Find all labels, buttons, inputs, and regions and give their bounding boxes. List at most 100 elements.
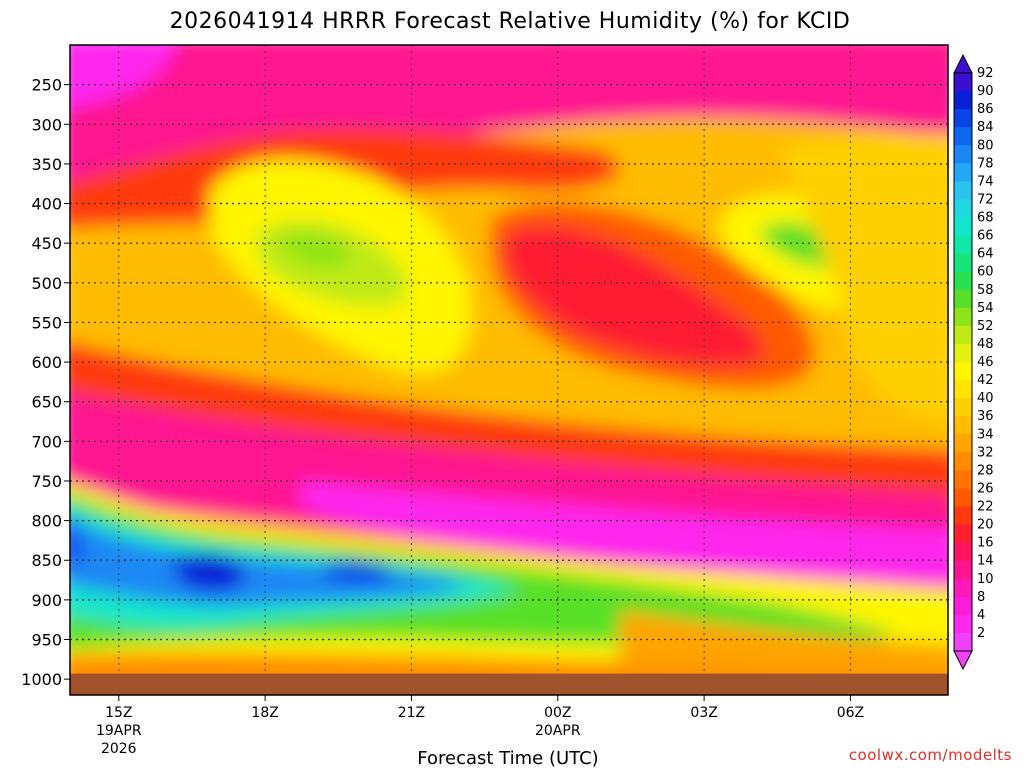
colorbar-swatch — [954, 127, 972, 146]
colorbar-label: 54 — [977, 301, 994, 316]
colorbar-swatch — [954, 91, 972, 110]
field-yellow-band-right — [780, 133, 948, 420]
colorbar-swatch — [954, 163, 972, 182]
colorbar-bottom-arrow — [953, 650, 973, 671]
x-tick-year: 2026 — [101, 741, 137, 757]
colorbar-swatch — [954, 596, 972, 616]
colorbar-swatch — [954, 524, 972, 544]
colorbar-label: 46 — [977, 355, 994, 370]
x-tick-label: 15Z — [105, 705, 132, 721]
colorbar-swatch — [954, 632, 972, 652]
colorbar-swatch — [954, 614, 972, 634]
colorbar-swatch — [954, 109, 972, 128]
colorbar-swatch — [954, 542, 972, 562]
x-tick-label: 18Z — [251, 705, 278, 721]
colorbar-label: 68 — [977, 211, 994, 226]
colorbar-swatch — [954, 488, 972, 507]
y-tick-label: 850 — [31, 551, 62, 570]
y-tick-label: 550 — [31, 313, 62, 332]
y-tick-label: 450 — [31, 234, 62, 253]
colorbar-label: 48 — [977, 337, 994, 352]
colorbar-swatch — [954, 271, 972, 291]
plot-frame — [69, 44, 949, 696]
colorbar-swatch — [954, 235, 972, 255]
colorbar-label: 32 — [977, 445, 994, 460]
colorbar-swatch — [954, 398, 972, 417]
x-tick-label: 00Z — [544, 705, 571, 721]
field-low-darkblue — [173, 553, 246, 592]
colorbar-label: 84 — [977, 120, 994, 135]
colorbar-label: 92 — [977, 66, 994, 81]
colorbar-label: 90 — [977, 84, 994, 99]
colorbar-label: 8 — [977, 590, 985, 605]
colorbar-swatch — [954, 325, 972, 345]
y-tick-label: 800 — [31, 512, 62, 531]
colorbar-swatch — [954, 380, 972, 399]
colorbar-swatch — [954, 362, 972, 381]
colorbar-swatch — [954, 506, 972, 526]
colorbar-label: 22 — [977, 500, 994, 515]
colorbar-swatch — [954, 343, 972, 363]
field-low-blue — [70, 515, 470, 606]
humidity-field — [70, 45, 948, 695]
field-top-magenta — [70, 45, 177, 109]
y-tick-label: 300 — [31, 115, 62, 134]
y-tick-label: 350 — [31, 155, 62, 174]
x-axis-label: Forecast Time (UTC) — [417, 748, 598, 768]
surface-fill — [70, 673, 948, 695]
field-lower-pink — [300, 480, 948, 585]
colorbar-top-arrow — [953, 53, 973, 74]
colorbar-label: 2 — [977, 626, 985, 641]
credit-text: coolwx.com/modelts — [849, 746, 1012, 764]
colorbar: 92 90 86 84 80 78 74 72 68 66 64 60 58 54 52 48 46 42 40 36… — [953, 53, 994, 671]
colorbar-label: 58 — [977, 283, 994, 298]
colorbar-label: 78 — [977, 156, 994, 171]
colorbar-label: 86 — [977, 102, 994, 117]
colorbar-swatch — [954, 145, 972, 164]
colorbar-label: 20 — [977, 518, 994, 533]
chart-title: 2026041914 HRRR Forecast Relative Humidi… — [170, 9, 851, 34]
x-tick-date: 20APR — [535, 723, 581, 739]
x-tick-label: 21Z — [398, 705, 425, 721]
colorbar-swatch — [954, 578, 972, 598]
y-tick-label: 900 — [31, 591, 62, 610]
colorbar-swatch — [954, 307, 972, 327]
colorbar-frame — [953, 72, 973, 652]
colorbar-label: 74 — [977, 174, 994, 189]
y-tick-label: 700 — [31, 432, 62, 451]
y-tick-label: 400 — [31, 195, 62, 214]
colorbar-label: 64 — [977, 247, 994, 262]
colorbar-swatch — [954, 217, 972, 237]
colorbar-label: 36 — [977, 409, 994, 424]
colorbar-swatch — [954, 199, 972, 218]
x-axis: 15Z 19APR 2026 18Z 21Z 00Z 20APR 03Z 06Z — [96, 695, 864, 757]
colorbar-label: 80 — [977, 138, 994, 153]
colorbar-swatch — [954, 452, 972, 471]
colorbar-label: 72 — [977, 192, 994, 207]
y-tick-label: 650 — [31, 393, 62, 412]
field-low-darkblue-3 — [70, 525, 82, 566]
colorbar-label: 40 — [977, 391, 994, 406]
colorbar-label: 14 — [977, 554, 994, 569]
colorbar-label: 34 — [977, 427, 994, 442]
x-tick-label: 06Z — [837, 705, 864, 721]
y-tick-label: 250 — [31, 76, 62, 95]
colorbar-label: 60 — [977, 265, 994, 280]
colorbar-label: 66 — [977, 229, 994, 244]
field-green-left-core — [275, 232, 352, 267]
y-tick-label: 500 — [31, 274, 62, 293]
colorbar-label: 42 — [977, 373, 994, 388]
colorbar-swatch — [954, 560, 972, 580]
field-right-orange — [620, 610, 948, 675]
colorbar-swatch — [954, 416, 972, 435]
field-red-center-core — [504, 225, 764, 366]
colorbar-swatch — [954, 73, 972, 92]
colorbar-swatch — [954, 289, 972, 309]
colorbar-swatch — [954, 434, 972, 453]
colorbar-swatch — [954, 253, 972, 273]
colorbar-label: 52 — [977, 319, 994, 334]
y-axis: 250 300 350 400 450 500 550 600 650 700 750 800 850 9… — [21, 76, 70, 689]
y-tick-label: 600 — [31, 353, 62, 372]
colorbar-label: 26 — [977, 481, 994, 496]
